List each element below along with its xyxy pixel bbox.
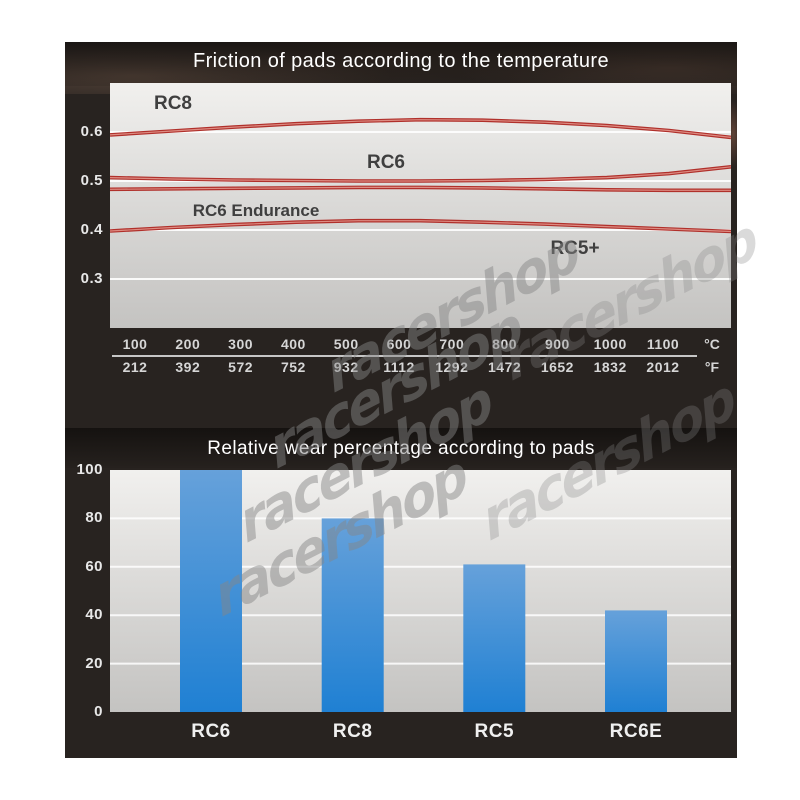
celsius-tick: 500: [333, 336, 359, 352]
friction-y-tick: 0.3: [80, 270, 103, 287]
fahrenheit-tick: 1472: [488, 359, 522, 375]
friction-y-tick: 0.5: [80, 172, 103, 189]
fahrenheit-tick: 752: [280, 359, 306, 375]
photo-edge-texture: [728, 100, 737, 175]
wear-y-tick: 20: [85, 654, 103, 672]
line-series-RC6: [110, 165, 731, 183]
line-series-highlight: [110, 166, 731, 182]
wear-bar-chart: [110, 470, 731, 712]
series-label-rc5plus: RC5+: [550, 238, 600, 259]
fahrenheit-tick: 1112: [383, 359, 415, 375]
friction-chart-title: Friction of pads according to the temper…: [193, 50, 609, 72]
friction-title-band: [65, 42, 737, 86]
celsius-tick: 100: [122, 336, 148, 352]
wear-y-tick: 0: [94, 703, 103, 720]
fahrenheit-tick: 1832: [593, 359, 627, 375]
fahrenheit-tick: 572: [228, 359, 254, 375]
bar-RC5: [463, 564, 526, 712]
series-label-rc6: RC6: [366, 152, 406, 173]
fahrenheit-tick: 212: [122, 359, 148, 375]
fahrenheit-tick: 1292: [435, 359, 469, 375]
friction-y-tick: 0.4: [80, 221, 103, 238]
wear-y-tick: 40: [85, 606, 103, 624]
category-label-RC5: RC5: [474, 721, 515, 742]
series-label-rc8: RC8: [153, 93, 193, 114]
series-label-rc6-endurance: RC6 Endurance: [192, 201, 320, 220]
friction-y-tick: 0.6: [80, 123, 103, 140]
celsius-tick: 900: [544, 336, 570, 352]
celsius-tick: 600: [386, 336, 412, 352]
fahrenheit-unit-label: °F: [704, 359, 720, 375]
celsius-tick: 700: [439, 336, 465, 352]
bar-RC8: [321, 518, 384, 712]
wear-y-tick: 100: [76, 461, 103, 478]
bar-RC6E: [605, 610, 667, 712]
celsius-tick: 400: [280, 336, 306, 352]
celsius-tick: 1100: [646, 336, 680, 352]
category-label-RC6E: RC6E: [609, 721, 663, 742]
celsius-tick: 200: [175, 336, 201, 352]
line-series-highlight: [110, 119, 731, 138]
wear-bar-chart-svg: [110, 470, 731, 712]
celsius-unit-label: °C: [704, 336, 720, 352]
fahrenheit-tick: 2012: [646, 359, 680, 375]
friction-line-chart-svg: [110, 117, 731, 280]
celsius-tick: 1000: [593, 336, 627, 352]
wear-y-tick: 80: [85, 509, 103, 527]
wear-title-band: [65, 428, 737, 468]
category-label-RC6: RC6: [191, 721, 231, 742]
bar-RC6: [180, 470, 242, 712]
celsius-tick: 800: [492, 336, 518, 352]
line-series-highlight: [110, 220, 731, 233]
line-series-highlight: [110, 186, 731, 191]
category-label-RC8: RC8: [332, 721, 373, 742]
wear-chart-title: Relative wear percentage according to pa…: [207, 438, 595, 459]
celsius-tick: 300: [228, 336, 254, 352]
fahrenheit-tick: 392: [175, 359, 201, 375]
fahrenheit-tick: 1652: [540, 359, 574, 375]
fahrenheit-tick: 932: [333, 359, 359, 375]
temperature-axis-divider: [112, 355, 697, 357]
friction-line-chart: [110, 83, 731, 328]
wear-y-tick: 60: [85, 557, 103, 575]
